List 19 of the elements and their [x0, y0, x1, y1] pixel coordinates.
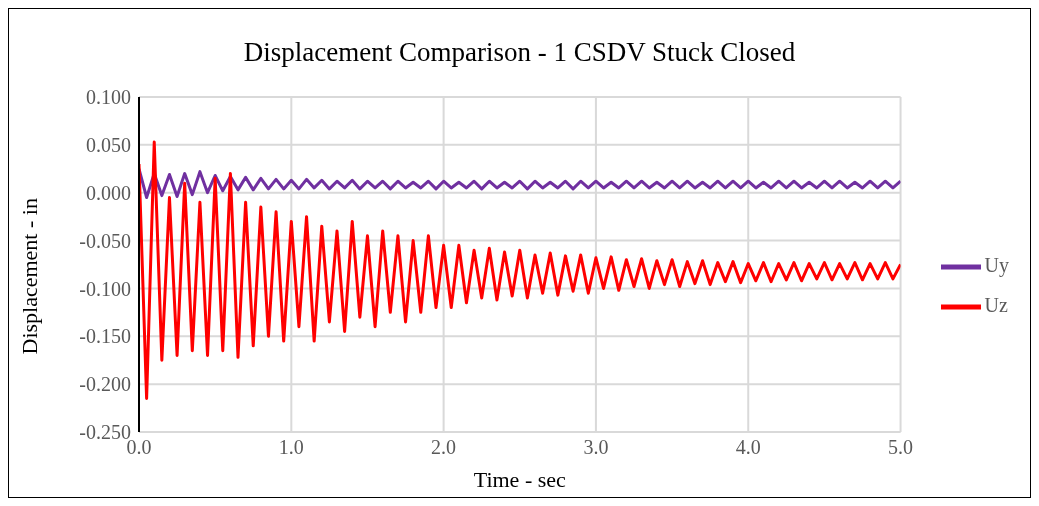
y-tick-label: 0.050 — [86, 133, 131, 156]
x-tick-label: 2.0 — [431, 436, 457, 459]
legend-label: Uy — [984, 253, 1009, 276]
y-tick-label: 0.000 — [86, 181, 131, 204]
y-tick-label: -0.150 — [79, 325, 131, 348]
line-series — [139, 140, 901, 400]
line-series — [139, 167, 901, 199]
x-tick-label: 3.0 — [583, 436, 609, 459]
y-tick-label: 0.100 — [86, 86, 131, 109]
x-tick-label: 5.0 — [888, 436, 914, 459]
legend-label: Uz — [984, 293, 1008, 316]
y-tick-label: -0.100 — [79, 277, 131, 300]
y-tick-label: -0.050 — [79, 229, 131, 252]
y-tick-label: -0.200 — [79, 373, 131, 396]
chart-title: Displacement Comparison - 1 CSDV Stuck Closed — [242, 37, 797, 69]
y-axis-title: Displacement - in — [16, 198, 42, 355]
x-tick-label: 4.0 — [735, 436, 761, 459]
x-axis-title: Time - sec — [473, 467, 567, 492]
x-tick-label: 1.0 — [278, 436, 304, 459]
